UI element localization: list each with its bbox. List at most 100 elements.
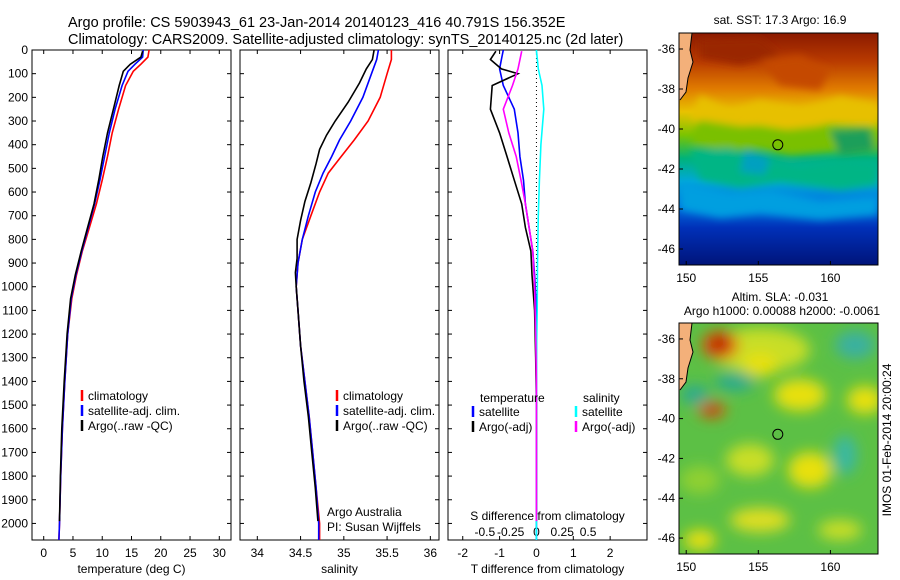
map-y-tick-label: -44: [658, 491, 676, 505]
legend-title-temperature: temperature: [480, 391, 545, 405]
sst-map-axes: 150 155 160 -36 -38 -40 -42 -44 -46: [658, 42, 841, 285]
map-x-tick-label: 160: [820, 560, 840, 574]
difference-series-temperature-argo-adj-: [489, 50, 538, 522]
legend-label: Argo(-adj): [582, 420, 635, 434]
map-x-tick-label: 155: [748, 560, 768, 574]
difference-axes-frame: [447, 49, 648, 541]
x-tick-label: 10: [96, 546, 110, 560]
y-tick-label: 1300: [1, 351, 28, 365]
legend-label: climatology: [343, 389, 403, 403]
sst-map-frame: [678, 32, 879, 266]
y-tick-label: 1400: [1, 374, 28, 388]
x-tick-label: 1: [570, 546, 577, 560]
legend-label: Argo(-adj): [479, 420, 532, 434]
difference-top-x-label: S difference from climatology: [470, 509, 625, 523]
x-tick-label: 20: [154, 546, 168, 560]
map-y-tick-label: -36: [658, 332, 676, 346]
x-tick-label: 35.5: [375, 546, 399, 560]
sst-coastline: [679, 33, 693, 100]
x-tick-label: 0: [533, 546, 540, 560]
y-tick-label: 1200: [1, 327, 28, 341]
map-y-tick-label: -46: [658, 531, 676, 545]
legend-label: climatology: [88, 389, 148, 403]
x-tick-label: 34: [251, 546, 265, 560]
map-y-tick-label: -42: [658, 451, 676, 465]
top-x-tick-label: -0.5: [475, 525, 496, 539]
legend-label: satellite: [582, 405, 623, 419]
map-y-tick-label: -42: [658, 162, 676, 176]
sla-coastline: [679, 323, 693, 390]
sla-coast-outline: [679, 322, 694, 391]
difference-profile-panel: -2 -1 0 1 2 T difference from climatology S di…: [447, 49, 648, 576]
salinity-axes-frame: [239, 49, 440, 541]
legend-label: satellite-adj. clim.: [343, 404, 435, 418]
difference-series-temperature-satellite: [498, 49, 538, 540]
temperature-series-argo-raw-qc-: [58, 50, 144, 522]
x-tick-label: 36: [424, 546, 438, 560]
difference-x-label: T difference from climatology: [471, 562, 625, 576]
map-x-tick-label: 150: [676, 560, 696, 574]
x-tick-label: 30: [213, 546, 227, 560]
salinity-x-label: salinity: [321, 562, 358, 576]
y-tick-label: 600: [8, 185, 28, 199]
sst-map-title: sat. SST: 17.3 Argo: 16.9: [714, 13, 847, 27]
header-line-2: Climatology: CARS2009. Satellite-adjuste…: [68, 32, 623, 48]
map-y-tick-label: -46: [658, 242, 676, 256]
difference-series-salinity-argo-adj-: [502, 51, 538, 522]
map-x-tick-label: 150: [676, 271, 696, 285]
temperature-axes-frame: [31, 49, 232, 541]
argo-float-marker: [772, 428, 784, 440]
y-tick-label: 800: [8, 232, 28, 246]
y-tick-label: 2000: [1, 516, 28, 530]
y-tick-label: 100: [8, 67, 28, 81]
map-y-tick-label: -36: [658, 42, 676, 56]
top-x-tick-label: 0.25: [551, 525, 575, 539]
x-tick-label: -2: [457, 546, 468, 560]
sla-map-title-2: Argo h1000: 0.00088 h2000: -0.0061: [684, 304, 880, 318]
salinity-profile-panel: 34 34.5 35 35.5 36 salinity climatologysatelli…: [239, 49, 440, 576]
y-tick-label: 1900: [1, 493, 28, 507]
sla-map-title-1: Altim. SLA: -0.031: [732, 290, 829, 304]
annotation-text: Argo Australia: [327, 505, 402, 519]
x-tick-label: 35: [337, 546, 351, 560]
salinity-series-climatology: [295, 50, 393, 540]
legend-label: satellite: [479, 405, 520, 419]
temperature-x-label: temperature (deg C): [77, 562, 185, 576]
x-tick-label: 0: [40, 546, 47, 560]
imos-timestamp: IMOS 01-Feb-2014 20:00:24: [880, 363, 894, 516]
sst-field-structure: [680, 38, 878, 220]
y-tick-label: 200: [8, 90, 28, 104]
difference-series-salinity-satellite: [535, 49, 545, 540]
x-tick-label: 15: [125, 546, 139, 560]
y-tick-label: 1000: [1, 280, 28, 294]
salinity-series-satellite-adj-clim-: [295, 49, 380, 540]
y-tick-label: 900: [8, 256, 28, 270]
x-tick-label: 25: [183, 546, 197, 560]
top-x-tick-label: -0.25: [497, 525, 525, 539]
y-tick-label: 1800: [1, 469, 28, 483]
map-y-tick-label: -40: [658, 412, 676, 426]
x-tick-label: 5: [70, 546, 77, 560]
argo-float-marker: [772, 139, 784, 151]
header-line-1: Argo profile: CS 5903943_61 23-Jan-2014 …: [68, 15, 566, 31]
sla-map-axes: 150 155 160 -36 -38 -40 -42 -44 -46: [658, 332, 841, 574]
legend-label: Argo(..raw -QC): [343, 419, 428, 433]
map-x-tick-label: 155: [748, 271, 768, 285]
y-tick-label: 1100: [2, 303, 28, 317]
y-tick-label: 500: [8, 161, 28, 175]
map-y-tick-label: -44: [658, 202, 676, 216]
sla-map-panel: Altim. SLA: -0.031 Argo h1000: 0.00088 h…: [658, 290, 881, 574]
x-tick-label: -1: [494, 546, 505, 560]
temperature-profile-panel: 0100200300400500600700800900100011001200…: [1, 43, 232, 576]
sla-field-structure: [680, 328, 878, 550]
map-y-tick-label: -38: [658, 82, 676, 96]
legend-label: satellite-adj. clim.: [88, 404, 180, 418]
salinity-series-argo-raw-qc-: [294, 49, 375, 522]
sst-coast-outline: [679, 32, 694, 101]
map-x-tick-label: 160: [820, 271, 840, 285]
legend-title-salinity: salinity: [583, 391, 620, 405]
legend-label: Argo(..raw -QC): [88, 419, 173, 433]
y-tick-label: 1600: [1, 422, 28, 436]
map-y-tick-label: -38: [658, 372, 676, 386]
